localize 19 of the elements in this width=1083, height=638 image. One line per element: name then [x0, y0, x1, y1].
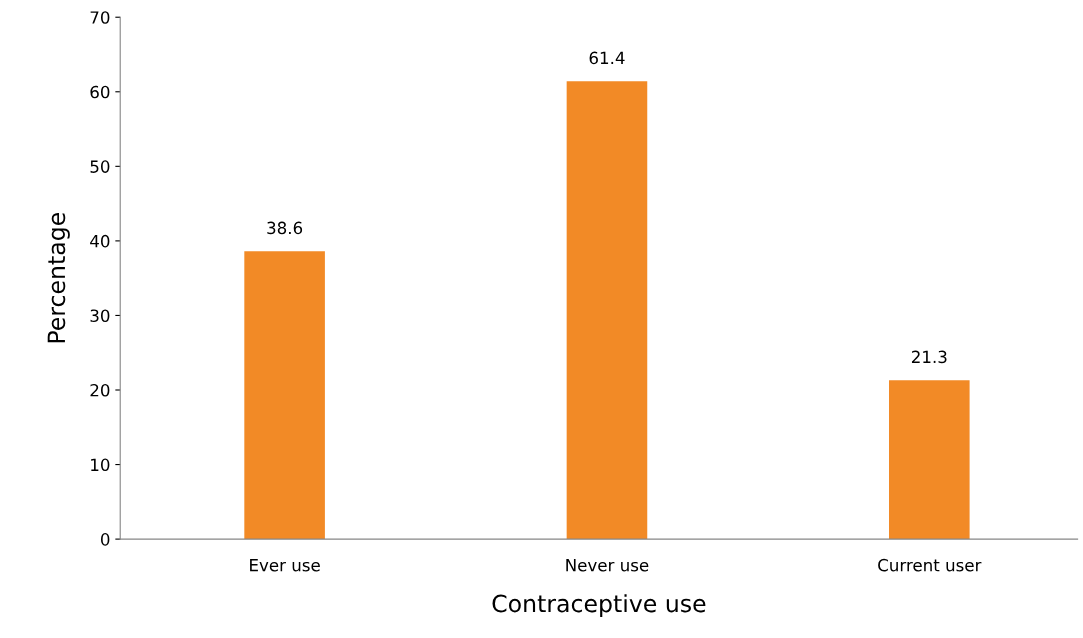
- x-tick-label: Never use: [566, 559, 649, 572]
- x-tick-label: Ever use: [250, 559, 320, 572]
- y-tick-label: 30: [90, 309, 110, 323]
- data-label: 61.4: [589, 51, 625, 65]
- y-axis-title: Percentage: [47, 213, 70, 343]
- bar: [244, 251, 325, 540]
- x-tick-label: Current user: [878, 558, 982, 572]
- y-tick-label: 40: [90, 234, 110, 248]
- bar: [889, 380, 970, 540]
- data-label: 21.3: [911, 350, 947, 364]
- y-tick-label: 60: [90, 85, 110, 99]
- y-tick-label: 0: [100, 533, 110, 546]
- y-tick-label: 50: [90, 160, 110, 173]
- y-tick-label: 20: [90, 383, 110, 397]
- bar: [566, 81, 648, 540]
- y-tick-label: 70: [90, 11, 110, 24]
- y-tick-label: 10: [91, 458, 110, 472]
- x-axis-title: Contraceptive use: [492, 594, 706, 617]
- data-label: 38.6: [267, 221, 303, 235]
